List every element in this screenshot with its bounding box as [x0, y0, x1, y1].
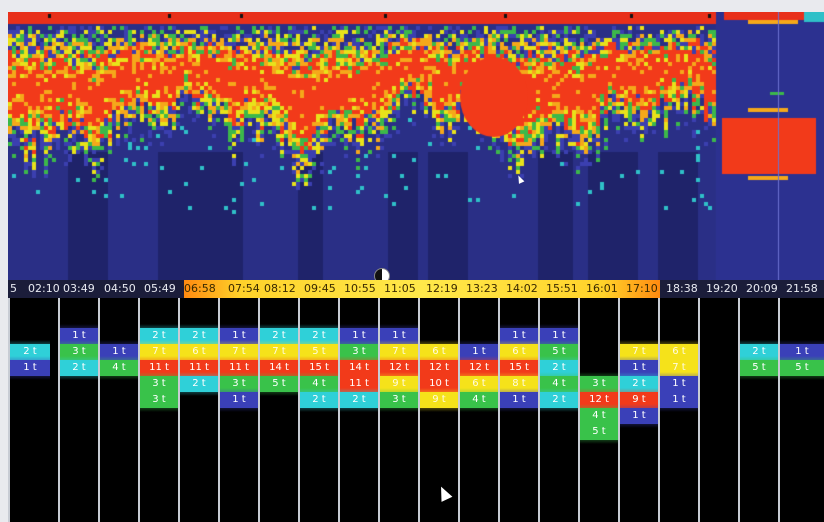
time-label: 10:55: [344, 282, 376, 295]
catch-block[interactable]: 4 t: [100, 360, 138, 376]
time-label: 08:12: [264, 282, 296, 295]
time-label: 13:23: [466, 282, 498, 295]
catch-block[interactable]: 1 t: [500, 392, 538, 408]
catch-column[interactable]: [698, 298, 738, 522]
time-label: 11:05: [384, 282, 416, 295]
catch-block[interactable]: 1 t: [220, 392, 258, 408]
catch-block[interactable]: 2 t: [540, 392, 578, 408]
echogram-display[interactable]: [8, 12, 824, 280]
catch-block[interactable]: 4 t: [460, 392, 498, 408]
catch-block[interactable]: 1 t: [620, 408, 658, 424]
time-label: 05:49: [144, 282, 176, 295]
catch-block[interactable]: 5 t: [580, 424, 618, 440]
time-label: 20:09: [746, 282, 778, 295]
time-label: 17:10: [626, 282, 658, 295]
catch-block[interactable]: 5 t: [780, 360, 824, 376]
catch-block[interactable]: 3 t: [140, 392, 178, 408]
catch-block[interactable]: 2 t: [340, 392, 378, 408]
time-label: 16:01: [586, 282, 618, 295]
time-label: 03:49: [63, 282, 95, 295]
catch-block[interactable]: 1 t: [10, 360, 50, 376]
catch-block[interactable]: 1 t: [660, 392, 698, 408]
catch-block[interactable]: 2 t: [180, 376, 218, 392]
time-label: 14:02: [506, 282, 538, 295]
time-label: 19:20: [706, 282, 738, 295]
catch-block[interactable]: 2 t: [300, 392, 338, 408]
time-label: 04:50: [104, 282, 136, 295]
time-label: 06:58: [184, 282, 216, 295]
time-label: 21:58: [786, 282, 818, 295]
timeline-highlight: [184, 280, 660, 298]
time-label: 07:54: [228, 282, 260, 295]
catch-block[interactable]: 9 t: [420, 392, 458, 408]
catch-block[interactable]: 2 t: [60, 360, 98, 376]
catch-block[interactable]: 5 t: [740, 360, 778, 376]
catch-block[interactable]: 5 t: [260, 376, 298, 392]
time-label: 18:38: [666, 282, 698, 295]
time-label: 12:19: [426, 282, 458, 295]
time-label: 5: [10, 282, 17, 295]
time-label: 15:51: [546, 282, 578, 295]
time-label: 09:45: [304, 282, 336, 295]
time-label: 02:10: [28, 282, 60, 295]
timeline-bar[interactable]: 5 02:10 03:49 04:50 05:49 06:58 07:54 08:12 09:4…: [8, 280, 824, 298]
catch-block[interactable]: 3 t: [380, 392, 418, 408]
